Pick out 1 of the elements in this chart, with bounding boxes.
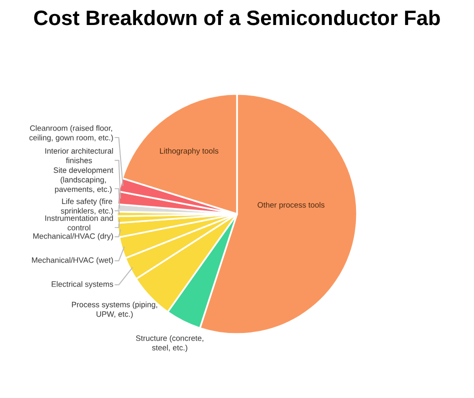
chart-title: Cost Breakdown of a Semiconductor Fab <box>34 10 440 26</box>
